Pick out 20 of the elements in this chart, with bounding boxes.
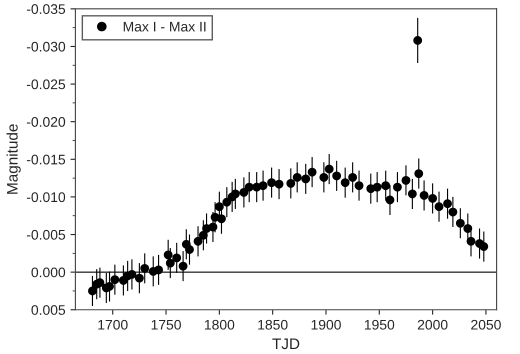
- y-axis-title: Magnitude: [6, 124, 21, 194]
- y-tick-label: 0.000: [31, 267, 66, 278]
- x-tick-label: 1800: [204, 320, 234, 330]
- x-axis-title: TJD: [272, 338, 300, 350]
- y-tick-label: 0.005: [31, 305, 66, 315]
- y-tick-label: -0.005: [26, 230, 66, 240]
- x-tick-label: 1750: [152, 320, 181, 330]
- y-tick-label: -0.015: [26, 154, 66, 164]
- x-tick-label: 2000: [418, 320, 448, 330]
- y-tick-label: -0.035: [26, 4, 66, 14]
- x-tick-label: 1950: [364, 320, 394, 330]
- legend-label: Max I - Max II: [124, 22, 206, 32]
- x-tick-label: 1850: [258, 320, 288, 330]
- y-tick-label: -0.010: [26, 192, 66, 202]
- x-tick-label: 1900: [312, 320, 341, 330]
- x-tick-label: 2050: [471, 320, 501, 330]
- x-tick-label: 1700: [98, 320, 128, 330]
- y-tick-label: -0.030: [26, 42, 66, 52]
- y-tick-label: -0.025: [26, 79, 66, 90]
- y-tick-label: -0.020: [26, 117, 66, 127]
